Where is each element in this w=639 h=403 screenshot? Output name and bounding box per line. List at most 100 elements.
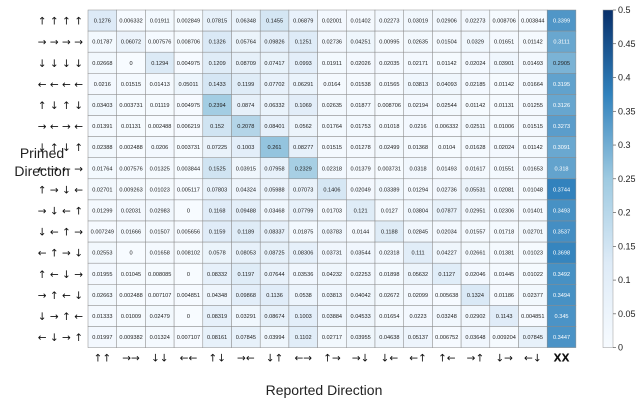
cell-value-label: 0.01565 — [379, 82, 399, 88]
row-label: → ↓ ← ↑ — [38, 205, 83, 217]
cell-value-label: 0.01764 — [322, 124, 342, 130]
row-label: ← ← ← ← — [38, 79, 83, 91]
cell-value-label: 0.1433 — [209, 82, 226, 88]
cell-value-label: 0.09488 — [236, 208, 256, 214]
cell-value-label: 0.07644 — [264, 272, 284, 278]
cell-value-label: 0.006219 — [177, 124, 200, 130]
cell-value-label: 0.0104 — [438, 145, 455, 151]
cell-value-label: 0.0993 — [295, 61, 312, 67]
column-label: →↑ — [467, 353, 485, 365]
row-labels: ↑ ↑ ↑ ↑ → → → → ↓ ↓ ↓ ↓ ← ← ← ← ↑ ↓ ↑ ↓ → ← →… — [38, 16, 83, 344]
cell-value-label: 0.3126 — [553, 103, 570, 109]
cell-value-label: 0.01278 — [351, 145, 371, 151]
cell-value-label: 0.02983 — [150, 208, 170, 214]
row-label: ↓ ↑ ↓ ↑ — [38, 142, 83, 154]
cell-value-label: 0.02951 — [465, 208, 485, 214]
cell-value-label: 0.3744 — [553, 187, 570, 193]
cell-value-label: 0.1127 — [438, 272, 455, 278]
cell-value-label: 0.261 — [268, 145, 282, 151]
cell-value-label: 0.02663 — [92, 293, 112, 299]
row-label: → ← → ← — [38, 121, 83, 133]
cell-value-label: 0.02081 — [494, 187, 514, 193]
cell-value-label: 0.1251 — [295, 40, 312, 46]
cell-value-label: 0.01666 — [121, 230, 141, 236]
cell-value-label: 0.02024 — [465, 61, 485, 67]
cell-value-label: 0.01898 — [379, 272, 399, 278]
column-label: ↑← — [438, 353, 456, 365]
cell-value-label: 0.002488 — [119, 145, 142, 151]
cell-value-label: 0.08161 — [207, 335, 227, 341]
colorbar-tick-label: 0 — [618, 343, 623, 353]
cell-value-label: 0.04324 — [236, 187, 256, 193]
cell-value-label: 0 — [187, 208, 190, 214]
cell-value-label: 0.02906 — [437, 19, 457, 25]
cell-value-label: 0.01911 — [322, 61, 342, 67]
cell-value-label: 0.02273 — [379, 19, 399, 25]
row-label: ↑ ↓ ↑ ↓ — [38, 100, 83, 112]
cell-value-label: 0.1197 — [237, 272, 254, 278]
cell-value-label: 0 — [129, 61, 132, 67]
cell-value-label: 0.02544 — [437, 103, 457, 109]
cell-value-label: 0.01009 — [121, 314, 141, 320]
column-label: ↓↑ — [266, 353, 284, 365]
y-axis-title-line1: Primed Direction — [14, 145, 69, 179]
row-label: ↑ ↑ ↑ ↑ — [38, 16, 83, 28]
cell-value-label: 0.07845 — [523, 335, 543, 341]
cell-value-label: 0.1326 — [209, 40, 226, 46]
cell-value-label: 0.0223 — [409, 314, 426, 320]
cell-value-label: 0.02273 — [465, 19, 485, 25]
cell-value-label: 0.005656 — [177, 230, 200, 236]
cell-value-label: 0.01299 — [92, 208, 112, 214]
cell-value-label: 0.02499 — [379, 145, 399, 151]
colorbar-tick-label: 0.35 — [618, 106, 636, 116]
cell-value-label: 0.3273 — [553, 124, 570, 130]
colorbar-tick-label: 0.5 — [618, 5, 631, 15]
cell-value-label: 0.07073 — [293, 187, 313, 193]
cell-value-label: 0.02253 — [351, 272, 371, 278]
cell-value-label: 0.04638 — [379, 335, 399, 341]
cell-value-label: 0.02031 — [121, 208, 141, 214]
cell-value-label: 0.02661 — [465, 251, 485, 257]
cell-value-label: 0.01997 — [92, 335, 112, 341]
cell-value-label: 0.03915 — [236, 166, 256, 172]
cell-value-label: 0.1003 — [295, 314, 312, 320]
cell-value-label: 0.008706 — [177, 40, 200, 46]
column-label: XX — [553, 353, 569, 365]
column-label: →↓ — [352, 353, 370, 365]
cell-value-label: 0.1143 — [496, 314, 513, 320]
cell-value-label: 0.007107 — [148, 293, 171, 299]
cell-value-label: 0.02306 — [494, 208, 514, 214]
cell-value-label: 0.01131 — [494, 103, 514, 109]
cell-value-label: 0.3195 — [553, 82, 570, 88]
cell-value-label: 0.01368 — [408, 145, 428, 151]
cell-value-label: 0.152 — [210, 124, 224, 130]
cell-value-label: 0.1294 — [151, 61, 168, 67]
cell-value-label: 0.03804 — [408, 208, 428, 214]
cell-value-label: 0.04251 — [351, 40, 371, 46]
cell-value-label: 0.01515 — [322, 145, 342, 151]
cell-value-label: 0.318 — [555, 166, 569, 172]
cell-value-label: 0.02717 — [322, 335, 342, 341]
cell-value-label: 0.003844 — [521, 19, 544, 25]
cell-value-label: 0.05531 — [465, 187, 485, 193]
cell-value-label: 0.02001 — [322, 19, 342, 25]
cell-value-label: 0.007576 — [148, 40, 171, 46]
cell-value-label: 0.02388 — [92, 145, 112, 151]
cell-value-label: 0.1455 — [266, 19, 283, 25]
column-label: ↓← — [381, 353, 399, 365]
cell-value-label: 0.0329 — [467, 40, 484, 46]
cell-value-label: 0.03783 — [322, 230, 342, 236]
cell-value-label: 0.003731 — [378, 166, 401, 172]
cell-value-label: 0.08306 — [293, 251, 313, 257]
cell-value-label: 0.02099 — [408, 293, 428, 299]
cell-value-label: 0.05764 — [236, 40, 256, 46]
cell-value-label: 0.3447 — [553, 335, 570, 341]
cell-value-label: 0.03813 — [322, 293, 342, 299]
column-label: →← — [237, 353, 255, 365]
colorbar-tick-label: 0.05 — [618, 309, 636, 319]
cell-value-label: 0.01658 — [150, 251, 170, 257]
cell-value-label: 0.02171 — [408, 61, 428, 67]
cell-value-label: 0.01022 — [523, 272, 543, 278]
cell-value-label: 0.0874 — [237, 103, 254, 109]
cell-value-label: 0.0144 — [352, 230, 369, 236]
